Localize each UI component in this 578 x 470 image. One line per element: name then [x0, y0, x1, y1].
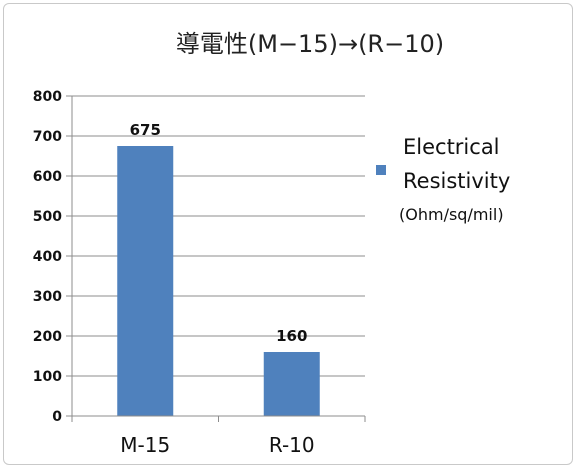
bar-m-15 [117, 146, 174, 416]
axes [66, 95, 366, 422]
y-tick-label: 0 [52, 409, 62, 425]
bar-r-10 [263, 352, 320, 416]
labels: 0 100 200 300 400 500 600 700 800 675 M-15 160 R-10 [33, 89, 315, 457]
legend: Electrical Resistivity (Ohm/sq/mil) [376, 135, 510, 224]
y-tick-label: 100 [33, 369, 62, 385]
legend-line-1: Electrical [403, 135, 500, 159]
y-tick-label: 400 [33, 249, 62, 265]
gridlines [72, 95, 365, 377]
legend-swatch [376, 165, 386, 175]
legend-line-2: Resistivity [403, 169, 510, 193]
bars [117, 146, 320, 416]
chart-title: 導電性(M−15)→(R−10) [176, 30, 444, 58]
x-category-label: R-10 [269, 433, 315, 457]
legend-line-3: (Ohm/sq/mil) [399, 205, 504, 224]
y-tick-label: 200 [33, 329, 62, 345]
y-tick-label: 700 [33, 129, 62, 145]
data-label: 675 [130, 121, 161, 139]
y-tick-label: 300 [33, 289, 62, 305]
y-tick-label: 600 [33, 169, 62, 185]
y-tick-label: 800 [33, 89, 62, 105]
data-label: 160 [276, 327, 307, 345]
x-category-label: M-15 [120, 433, 170, 457]
y-tick-label: 500 [33, 209, 62, 225]
